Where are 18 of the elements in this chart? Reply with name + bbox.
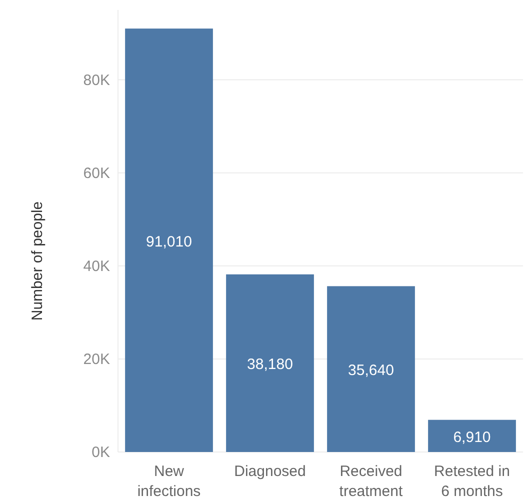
y-tick-label: 60K bbox=[83, 164, 110, 182]
data-label: 35,640 bbox=[348, 362, 394, 380]
x-tick-label: Received treatment bbox=[339, 463, 404, 500]
bar bbox=[428, 420, 516, 452]
y-axis-title: Number of people bbox=[29, 201, 46, 321]
data-label: 6,910 bbox=[453, 428, 491, 446]
data-label: 91,010 bbox=[146, 233, 192, 250]
bar bbox=[327, 286, 415, 452]
y-tick-label: 40K bbox=[83, 258, 110, 275]
x-tick-label: New infections bbox=[137, 463, 201, 500]
bar bbox=[226, 274, 314, 452]
data-label: 38,180 bbox=[247, 356, 293, 374]
x-tick-label: Diagnosed bbox=[234, 463, 306, 480]
x-tick-label: Retested in 6 months bbox=[434, 463, 510, 500]
bar bbox=[125, 28, 213, 452]
y-tick-label: 0K bbox=[92, 444, 110, 461]
y-tick-label: 20K bbox=[83, 350, 110, 368]
y-tick-label: 80K bbox=[83, 72, 110, 89]
